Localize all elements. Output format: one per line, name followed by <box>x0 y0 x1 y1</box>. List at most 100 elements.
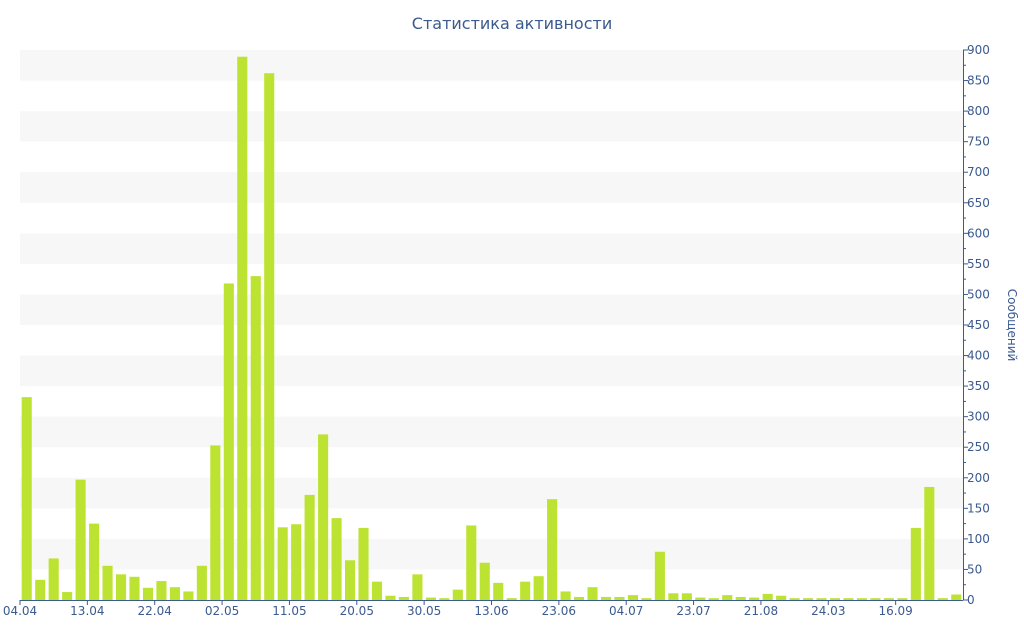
bar[interactable] <box>587 587 598 600</box>
grid-band <box>20 477 963 509</box>
bar[interactable] <box>466 525 477 600</box>
grid-band <box>20 233 963 264</box>
bar[interactable] <box>196 565 207 600</box>
bar[interactable] <box>115 574 127 600</box>
x-tick-label: 02.05 <box>205 604 239 618</box>
bar[interactable] <box>183 591 194 600</box>
x-tick-label: 22.04 <box>138 604 172 618</box>
bar[interactable] <box>883 598 894 600</box>
bars <box>21 56 962 601</box>
x-tick-label: 23.06 <box>542 604 576 618</box>
bar[interactable] <box>506 598 517 600</box>
bar[interactable] <box>371 581 383 600</box>
bar[interactable] <box>856 598 868 600</box>
bar[interactable] <box>937 598 948 600</box>
grid-band <box>20 50 963 81</box>
y-tick-label: 800 <box>967 104 990 118</box>
x-tick-label: 04.04 <box>3 604 37 618</box>
bar[interactable] <box>75 479 86 600</box>
bar[interactable] <box>722 595 733 600</box>
grid-band <box>20 416 963 448</box>
bar[interactable] <box>681 593 692 600</box>
y-tick-label: 400 <box>967 349 990 363</box>
bar[interactable] <box>924 486 935 600</box>
grid-bands <box>20 50 963 570</box>
bar[interactable] <box>62 592 73 600</box>
y-tick-label: 900 <box>967 43 990 57</box>
bar[interactable] <box>331 518 342 600</box>
bar[interactable] <box>897 598 908 600</box>
y-tick-label: 650 <box>967 196 990 210</box>
bar[interactable] <box>210 445 221 600</box>
y-tick-label: 600 <box>967 226 990 240</box>
y-tick-label: 700 <box>967 165 990 179</box>
bar[interactable] <box>762 593 773 600</box>
bar[interactable] <box>345 560 356 600</box>
bar[interactable] <box>870 598 881 600</box>
bar[interactable] <box>829 598 841 600</box>
bar[interactable] <box>479 562 490 600</box>
bar[interactable] <box>789 598 800 600</box>
bar[interactable] <box>102 565 113 600</box>
x-tick-label: 11.05 <box>272 604 306 618</box>
bar[interactable] <box>439 598 450 600</box>
bar[interactable] <box>708 598 719 600</box>
bar[interactable] <box>425 597 436 600</box>
bar[interactable] <box>749 597 760 600</box>
bar[interactable] <box>600 596 612 600</box>
bar[interactable] <box>21 397 32 600</box>
bar[interactable] <box>627 595 638 600</box>
bar[interactable] <box>533 576 544 600</box>
bar[interactable] <box>142 587 154 600</box>
y-tick-label: 50 <box>967 562 982 576</box>
bar[interactable] <box>264 73 275 601</box>
bar[interactable] <box>385 595 396 600</box>
bar[interactable] <box>803 598 814 600</box>
bar[interactable] <box>237 56 248 601</box>
bar[interactable] <box>156 581 167 600</box>
bar[interactable] <box>560 591 571 600</box>
bar[interactable] <box>250 276 261 600</box>
x-tick-label: 16.09 <box>878 604 912 618</box>
bar[interactable] <box>574 596 585 600</box>
bar[interactable] <box>614 596 625 600</box>
bar[interactable] <box>35 579 46 600</box>
x-tick-label: 13.06 <box>474 604 508 618</box>
bar[interactable] <box>277 527 288 600</box>
bar[interactable] <box>776 595 787 600</box>
axes <box>19 49 968 605</box>
grid-band <box>20 538 963 570</box>
bar[interactable] <box>910 527 921 600</box>
y-tick-label: 850 <box>967 74 990 88</box>
bar[interactable] <box>89 523 100 600</box>
bar[interactable] <box>547 499 558 600</box>
bar[interactable] <box>654 551 665 600</box>
bar[interactable] <box>668 593 679 600</box>
bar[interactable] <box>412 574 423 600</box>
bar[interactable] <box>951 594 962 601</box>
bar[interactable] <box>695 597 706 600</box>
bar[interactable] <box>641 598 652 600</box>
bar[interactable] <box>816 598 827 600</box>
bar[interactable] <box>291 524 302 600</box>
bar[interactable] <box>169 587 180 600</box>
tick-labels: 0 50 100 150 200 250 300 350 400 450 500 550 600 650 7… <box>3 43 1019 618</box>
bar[interactable] <box>358 527 369 600</box>
bar[interactable] <box>129 576 140 600</box>
bar[interactable] <box>398 596 409 600</box>
grid-band <box>20 355 963 387</box>
x-tick-label: 23.07 <box>676 604 710 618</box>
bar[interactable] <box>735 596 746 600</box>
y-axis-title: Сообщений <box>1005 289 1019 362</box>
bar[interactable] <box>48 558 59 600</box>
bar[interactable] <box>318 434 329 600</box>
bar[interactable] <box>452 589 463 600</box>
bar[interactable] <box>493 582 504 600</box>
bar[interactable] <box>223 283 234 600</box>
bar[interactable] <box>304 494 315 600</box>
bar[interactable] <box>520 581 531 600</box>
bar[interactable] <box>843 598 854 600</box>
y-tick-label: 450 <box>967 318 990 332</box>
x-tick-label: 30.05 <box>407 604 441 618</box>
